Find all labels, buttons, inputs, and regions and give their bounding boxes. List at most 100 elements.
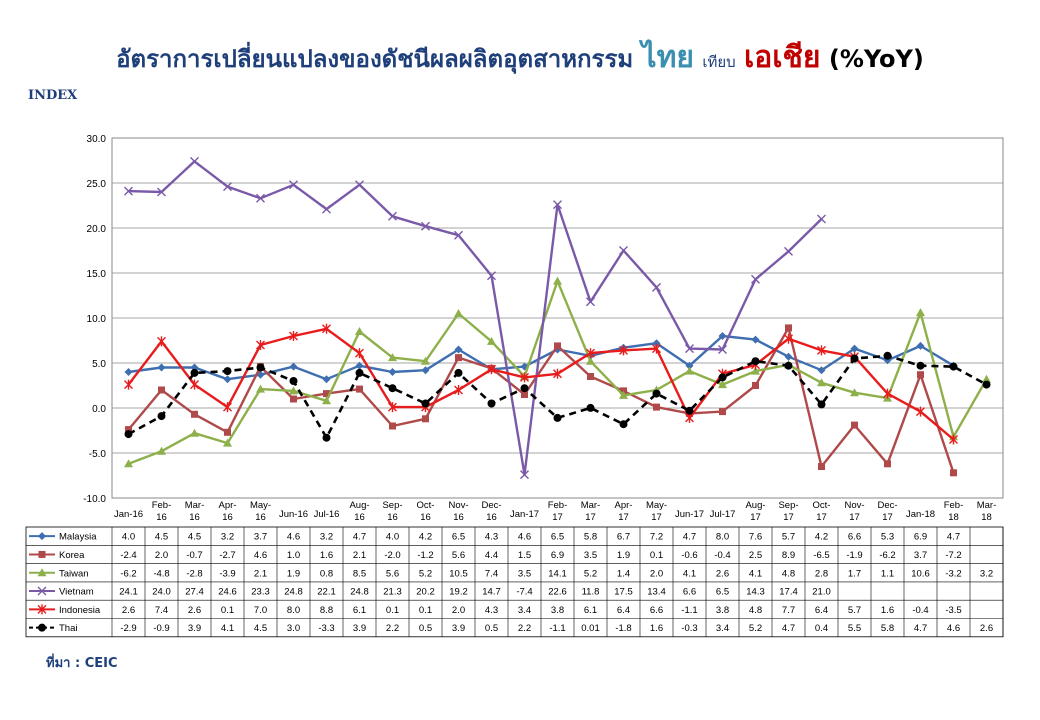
data-label-vietnam: 24.1 — [119, 587, 138, 598]
data-label-vietnam: 6.5 — [716, 587, 729, 598]
data-point-vietnam — [553, 200, 562, 210]
data-label-taiwan: 1.4 — [617, 568, 630, 579]
data-label-korea: -1.2 — [417, 550, 433, 561]
data-point-vietnam — [784, 246, 793, 256]
data-point-thai — [751, 357, 760, 366]
y-axis-label: INDEX — [28, 88, 78, 103]
data-point-indonesia — [124, 379, 133, 390]
data-label-taiwan: 5.2 — [584, 568, 597, 579]
x-tick-label: Jun-17 — [675, 509, 704, 520]
data-label-korea: -2.0 — [384, 550, 400, 561]
legend-marker-thai — [38, 623, 46, 632]
data-label-indonesia: 0.1 — [386, 605, 399, 616]
data-label-taiwan: 1.1 — [881, 568, 894, 579]
data-point-malaysia — [817, 366, 826, 375]
data-label-taiwan: 10.6 — [911, 568, 930, 579]
data-label-taiwan: -4.8 — [153, 568, 169, 579]
data-label-thai: 3.4 — [716, 623, 729, 634]
data-label-thai: 5.5 — [848, 623, 861, 634]
data-label-vietnam: 27.4 — [185, 587, 204, 598]
data-point-vietnam — [421, 221, 430, 231]
data-label-thai: -1.8 — [615, 623, 631, 634]
data-label-taiwan: -3.9 — [219, 568, 235, 579]
x-tick-label: Jan-17 — [510, 509, 539, 520]
data-label-taiwan: -6.2 — [120, 568, 136, 579]
data-point-thai — [388, 384, 397, 393]
data-label-thai: 0.01 — [581, 623, 600, 634]
data-point-indonesia — [190, 379, 199, 390]
data-point-thai — [223, 367, 232, 376]
title-yoy: (%YoY) — [828, 45, 924, 73]
data-point-indonesia — [223, 402, 232, 413]
data-point-thai — [916, 361, 925, 370]
data-label-indonesia: 0.1 — [419, 605, 432, 616]
data-label-korea: -1.9 — [846, 550, 862, 561]
data-label-indonesia: 0.1 — [221, 605, 234, 616]
data-label-taiwan: 3.2 — [980, 568, 993, 579]
data-point-thai — [883, 351, 892, 360]
data-point-thai — [454, 368, 463, 377]
data-point-thai — [586, 403, 595, 412]
data-label-malaysia: 5.7 — [782, 532, 795, 543]
data-point-korea — [422, 415, 429, 423]
data-point-malaysia — [421, 366, 430, 375]
series-line-korea — [127, 326, 955, 474]
data-label-vietnam: 23.3 — [251, 587, 270, 598]
data-point-indonesia — [949, 434, 958, 445]
data-label-indonesia: 8.0 — [287, 605, 300, 616]
data-label-thai: 4.6 — [947, 623, 960, 634]
data-point-indonesia — [322, 323, 331, 334]
data-label-indonesia: 2.0 — [452, 605, 465, 616]
data-label-taiwan: 5.2 — [419, 568, 432, 579]
data-point-taiwan — [157, 446, 166, 455]
data-point-indonesia — [652, 343, 661, 354]
data-label-vietnam: 20.2 — [416, 587, 435, 598]
x-tick-label: Dec-17 — [877, 500, 897, 523]
data-label-malaysia: 8.0 — [716, 532, 729, 543]
data-label-indonesia: 2.6 — [188, 605, 201, 616]
data-label-indonesia: -3.5 — [945, 605, 961, 616]
data-point-korea — [290, 395, 297, 403]
data-point-malaysia — [685, 361, 694, 370]
data-label-korea: -2.7 — [219, 550, 235, 561]
data-point-vietnam — [388, 211, 397, 221]
data-label-malaysia: 4.3 — [485, 532, 498, 543]
data-point-thai — [850, 354, 859, 363]
data-label-vietnam: 11.8 — [582, 587, 600, 598]
legend-marker-taiwan — [37, 568, 47, 577]
data-point-taiwan — [355, 327, 364, 335]
data-label-malaysia: 3.7 — [254, 532, 267, 543]
legend-label-vietnam: Vietnam — [59, 587, 94, 598]
x-tick-label: Nov-17 — [844, 500, 864, 523]
data-label-thai: -2.9 — [120, 623, 136, 634]
x-tick-label: Aug-16 — [349, 500, 369, 523]
data-label-thai: 3.0 — [287, 623, 300, 634]
x-tick-label: Jun-16 — [279, 509, 308, 520]
data-point-vietnam — [322, 204, 331, 214]
data-label-korea: -7.2 — [945, 550, 961, 561]
data-label-korea: 0.1 — [650, 550, 663, 561]
data-label-taiwan: 4.8 — [782, 568, 795, 579]
data-label-korea: 1.6 — [320, 550, 333, 561]
data-point-malaysia — [718, 332, 727, 340]
data-label-indonesia: 6.6 — [650, 605, 663, 616]
data-label-malaysia: 7.6 — [749, 532, 762, 543]
data-label-malaysia: 5.8 — [584, 532, 597, 543]
data-label-taiwan: -3.2 — [945, 568, 961, 579]
data-point-indonesia — [487, 364, 496, 375]
data-label-indonesia: 3.8 — [716, 605, 729, 616]
data-point-korea — [455, 354, 462, 362]
y-tick-label: 15.0 — [87, 269, 107, 280]
data-label-malaysia: 3.2 — [221, 532, 234, 543]
data-label-thai: 5.8 — [881, 623, 894, 634]
data-point-indonesia — [817, 345, 826, 356]
data-label-vietnam: 22.6 — [548, 587, 567, 598]
data-point-malaysia — [916, 341, 925, 350]
data-label-taiwan: 8.5 — [353, 568, 366, 579]
data-label-vietnam: 21.0 — [812, 587, 831, 598]
data-label-thai: 0.4 — [815, 623, 828, 634]
series-line-vietnam — [128, 160, 823, 476]
data-point-taiwan — [850, 388, 859, 397]
y-tick-label: 25.0 — [87, 179, 107, 190]
data-point-indonesia — [553, 368, 562, 379]
